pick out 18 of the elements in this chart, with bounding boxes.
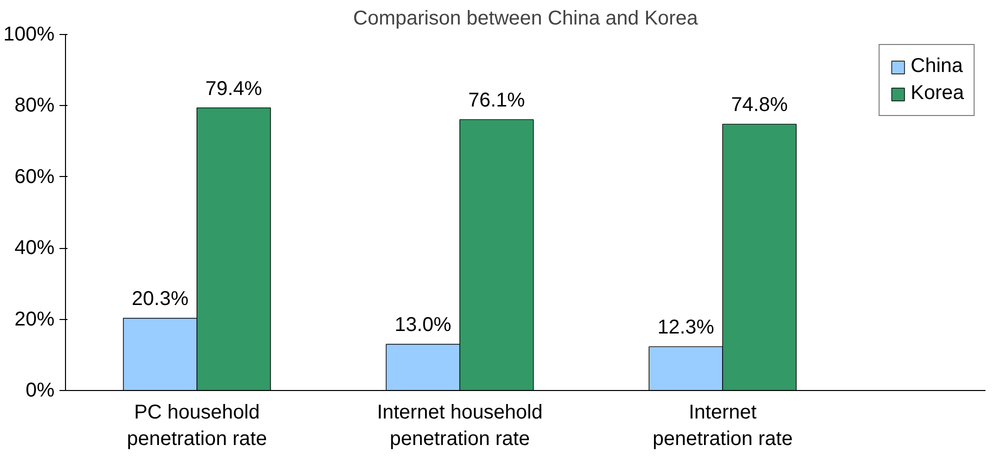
x-tick-label: Internet penetration rate: [652, 402, 793, 450]
x-tick-label: Internet household penetration rate: [376, 402, 543, 450]
data-label: 76.1%: [468, 90, 526, 112]
x-tick-label: PC household penetration rate: [126, 402, 267, 450]
data-label: 12.3%: [657, 316, 714, 339]
y-tick-label: 100%: [3, 24, 55, 46]
y-tick-label: 60%: [14, 166, 55, 188]
y-tick-label: 0%: [26, 380, 55, 402]
data-label: 13.0%: [394, 314, 452, 336]
data-label: 74.8%: [731, 94, 788, 116]
y-tick-label: 80%: [14, 94, 55, 117]
chart-title: Comparison between China and Korea: [353, 8, 699, 30]
legend-label: Korea: [910, 82, 964, 105]
data-label: 79.4%: [205, 78, 262, 100]
legend-label: China: [910, 55, 963, 78]
y-tick-label: 20%: [14, 308, 55, 330]
y-tick-label: 40%: [14, 237, 55, 260]
data-label: 20.3%: [132, 288, 189, 310]
